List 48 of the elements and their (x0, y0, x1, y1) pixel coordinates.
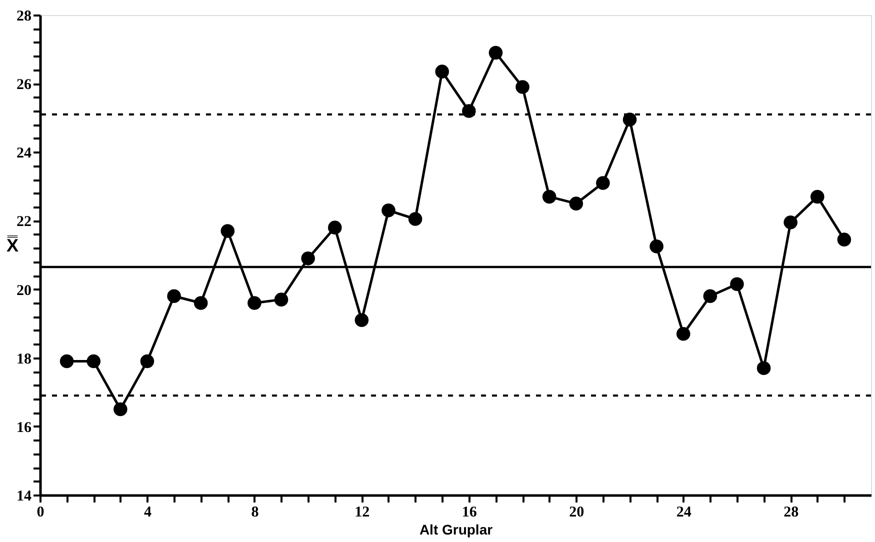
y-tick-label: 14 (16, 488, 32, 504)
y-tick-label: 26 (16, 77, 32, 94)
x-tick-label: 24 (676, 504, 692, 520)
x-axis-title: Alt Gruplar (419, 522, 494, 538)
point (810, 190, 824, 204)
x-tick-label: 12 (354, 504, 370, 520)
point (248, 296, 262, 310)
y-tick-label: 22 (16, 214, 32, 230)
x-tick-label: 20 (569, 504, 584, 520)
point (516, 80, 530, 94)
point (462, 104, 476, 118)
point (596, 176, 610, 190)
point (60, 354, 74, 368)
x-tick-label: 28 (784, 504, 799, 520)
point (435, 64, 449, 78)
point (488, 46, 503, 60)
point (622, 112, 637, 126)
point (328, 220, 342, 234)
point (542, 190, 556, 204)
point (730, 277, 744, 292)
point (676, 326, 690, 341)
point (354, 313, 369, 328)
y-tick-label: 20 (16, 282, 32, 299)
point (140, 354, 154, 368)
point (301, 252, 315, 266)
point (756, 361, 771, 376)
point (382, 204, 396, 218)
point (408, 212, 422, 226)
y-tick-label: 18 (16, 351, 32, 368)
point (650, 240, 664, 254)
point (274, 292, 288, 306)
y-tick-label: 16 (16, 420, 32, 436)
point (569, 196, 584, 210)
point (167, 289, 181, 304)
point (784, 216, 798, 230)
point (86, 354, 101, 368)
point (114, 402, 128, 416)
y-tick-label: 28 (16, 8, 32, 24)
x-tick-label: 4 (144, 504, 152, 520)
x-tick-label: 8 (251, 504, 259, 520)
x-tick-label: 0 (36, 504, 44, 520)
point (703, 289, 718, 304)
x-tick-label: 16 (462, 504, 478, 520)
point (194, 296, 208, 310)
y-tick-label: 24 (16, 146, 32, 162)
point (837, 232, 852, 246)
point (220, 224, 235, 238)
y-axis-title: X̿ (6, 234, 19, 256)
